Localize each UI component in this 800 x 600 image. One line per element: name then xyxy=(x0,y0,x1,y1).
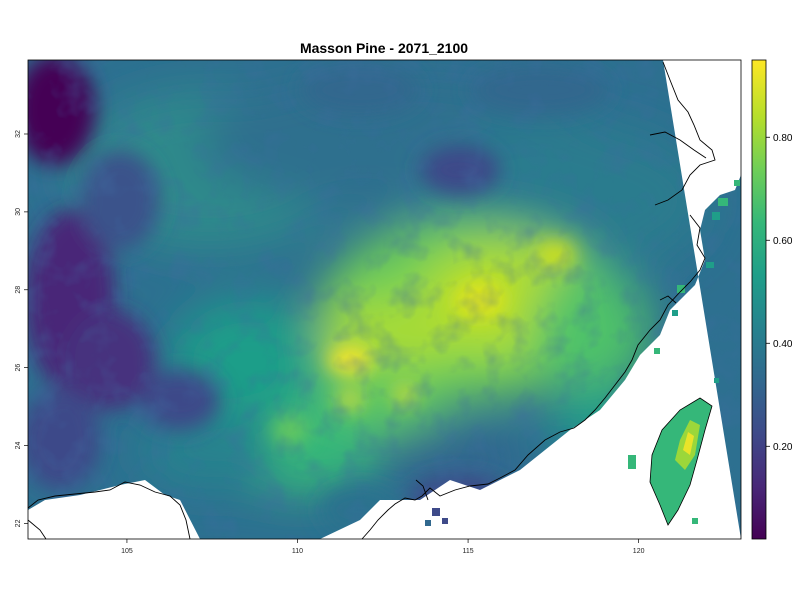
plot-frame xyxy=(27,59,742,540)
y-tick-label: 22 xyxy=(15,519,22,527)
y-tick-label: 30 xyxy=(15,208,22,216)
x-axis: 105 110 115 120 xyxy=(121,539,645,555)
x-tick-label: 115 xyxy=(462,548,473,555)
y-tick-label: 32 xyxy=(15,130,22,138)
colorbar: 0.20 0.40 0.60 0.80 xyxy=(751,59,793,540)
y-tick-label: 28 xyxy=(15,286,22,294)
taiwan-island xyxy=(649,397,713,526)
x-tick-label: 105 xyxy=(121,548,133,555)
offshore-islands xyxy=(425,180,740,526)
coastline xyxy=(27,61,716,540)
southwest-nodata xyxy=(28,480,200,539)
colorbar-tick-label: 0.60 xyxy=(773,236,793,247)
y-axis: 22 24 26 28 30 32 xyxy=(15,130,28,527)
sea-area xyxy=(320,60,741,539)
raster-layer xyxy=(28,60,741,539)
y-tick-label: 26 xyxy=(15,364,22,372)
colorbar-tick-label: 0.20 xyxy=(773,442,793,453)
map-title: Masson Pine - 2071_2100 xyxy=(300,40,468,56)
colorbar-gradient xyxy=(751,59,767,540)
colorbar-ticks: 0.20 0.40 0.60 0.80 xyxy=(766,133,793,453)
colorbar-tick-label: 0.40 xyxy=(773,339,793,350)
y-tick-label: 24 xyxy=(15,442,22,450)
colorbar-tick-label: 0.80 xyxy=(773,133,793,144)
x-tick-label: 110 xyxy=(292,548,303,555)
x-tick-label: 120 xyxy=(633,548,645,555)
gulf-nodata xyxy=(330,518,420,539)
